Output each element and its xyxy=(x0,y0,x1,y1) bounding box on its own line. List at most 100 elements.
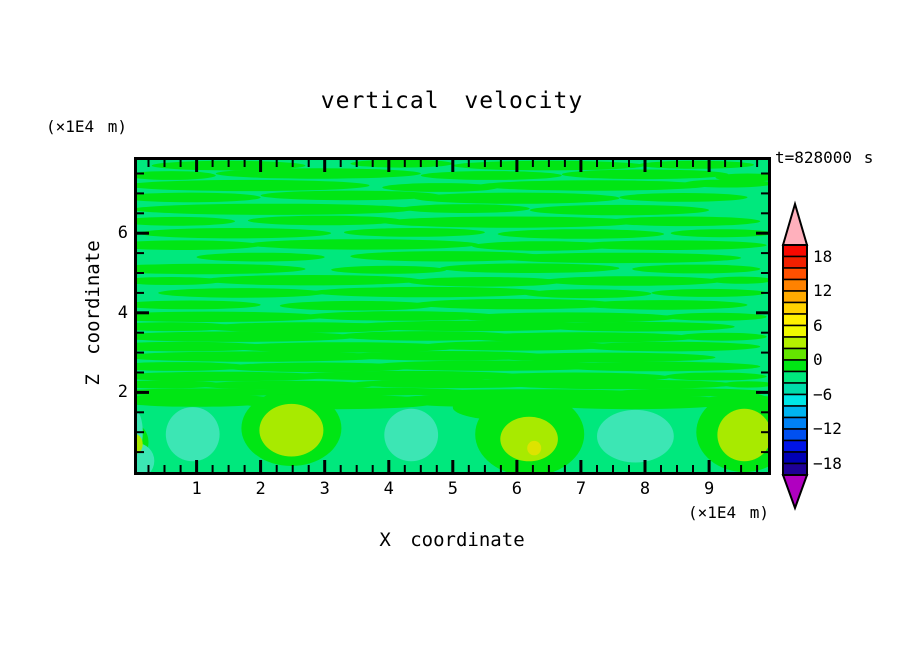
streak xyxy=(709,276,768,284)
colorbar-outline xyxy=(782,244,808,476)
streak xyxy=(612,388,767,397)
streak xyxy=(715,173,768,182)
streak xyxy=(137,192,261,203)
streak xyxy=(465,332,697,343)
streak xyxy=(350,320,594,332)
streak xyxy=(137,203,415,215)
streak xyxy=(305,311,498,321)
x-tick-label: 3 xyxy=(319,479,330,499)
streak xyxy=(369,360,613,371)
colorbar-tick-label: −6 xyxy=(813,384,833,404)
streak xyxy=(247,215,402,226)
colorbar-tick-label: 12 xyxy=(813,281,833,300)
time-annotation: t=828000 s xyxy=(775,148,874,167)
colorbar-segment xyxy=(782,451,808,465)
streak xyxy=(137,331,357,342)
streak xyxy=(651,288,767,297)
z-tick-label: 6 xyxy=(117,223,128,244)
colorbar-over-arrow xyxy=(781,200,809,246)
colorbar-segment xyxy=(782,405,808,419)
streak xyxy=(196,380,376,390)
colorbar-segment xyxy=(782,462,808,476)
streak xyxy=(137,351,389,362)
streak xyxy=(414,298,620,310)
streak xyxy=(670,229,768,238)
streak xyxy=(440,263,620,273)
streak xyxy=(137,371,332,382)
colorbar-segment xyxy=(782,278,808,292)
streak xyxy=(555,361,761,372)
colorbar-segment xyxy=(782,255,808,269)
streak xyxy=(137,300,261,310)
streak xyxy=(542,321,735,332)
streak xyxy=(137,240,261,250)
streak xyxy=(523,289,652,299)
updraft-blob xyxy=(500,416,558,462)
streak xyxy=(343,228,485,237)
z-tick-label: 4 xyxy=(117,302,128,323)
streak xyxy=(279,300,434,311)
downdraft-blob xyxy=(137,443,155,472)
streak xyxy=(504,379,735,390)
streak xyxy=(158,288,325,298)
streak xyxy=(664,372,767,381)
streak xyxy=(382,183,498,192)
x-tick-label: 5 xyxy=(447,479,458,499)
colorbar-segment xyxy=(782,267,808,281)
streak xyxy=(408,277,562,287)
streak xyxy=(497,252,742,264)
streak xyxy=(664,312,767,321)
colorbar-segment xyxy=(782,301,808,315)
streak xyxy=(683,179,768,188)
streak xyxy=(472,241,613,251)
streak xyxy=(137,311,325,322)
x-tick-label: 4 xyxy=(383,479,394,499)
streak xyxy=(215,168,421,179)
updraft-blob xyxy=(717,408,768,462)
x-tick-label: 7 xyxy=(575,479,587,499)
streak xyxy=(677,332,767,341)
streak xyxy=(350,251,543,262)
colorbar-segment xyxy=(782,336,808,350)
streak xyxy=(137,171,216,180)
downdraft-blob xyxy=(384,408,439,462)
streak xyxy=(497,352,716,363)
streak xyxy=(137,263,306,275)
streak xyxy=(196,252,325,262)
streak xyxy=(459,312,677,323)
x-tick-label: 6 xyxy=(511,479,522,499)
streak xyxy=(414,192,620,204)
streak xyxy=(619,193,748,202)
streak xyxy=(222,362,415,373)
x-tick-label: 2 xyxy=(255,479,266,499)
streak xyxy=(529,204,710,216)
colorbar-tick-label: 0 xyxy=(813,350,823,369)
streak xyxy=(292,370,524,381)
colorbar-tick-label: 6 xyxy=(813,315,823,335)
updraft-blob xyxy=(137,434,143,454)
colorbar-segment xyxy=(782,428,808,442)
colorbar-segment xyxy=(782,290,808,304)
colorbar-tick-label: 18 xyxy=(813,246,833,266)
x-axis-units-label: (×1E4 m) xyxy=(688,503,770,522)
colorbar-segment xyxy=(782,347,808,361)
colorbar xyxy=(781,200,809,511)
streak xyxy=(137,179,370,192)
streak xyxy=(702,394,768,406)
z-tick-label: 2 xyxy=(117,382,128,403)
colorbar-under-arrow xyxy=(781,474,809,511)
streak xyxy=(721,381,768,388)
x-tick-label: 8 xyxy=(639,479,651,499)
x-tick-label: 9 xyxy=(703,479,715,499)
streak xyxy=(247,239,479,250)
colorbar-segment xyxy=(782,244,808,258)
downdraft-blob xyxy=(165,407,220,462)
streak xyxy=(401,204,530,213)
updraft-core xyxy=(527,440,542,456)
colorbar-segment xyxy=(782,324,808,338)
streak xyxy=(638,160,754,169)
colorbar-segment xyxy=(782,439,808,453)
streak xyxy=(580,300,748,310)
streak xyxy=(529,394,735,410)
